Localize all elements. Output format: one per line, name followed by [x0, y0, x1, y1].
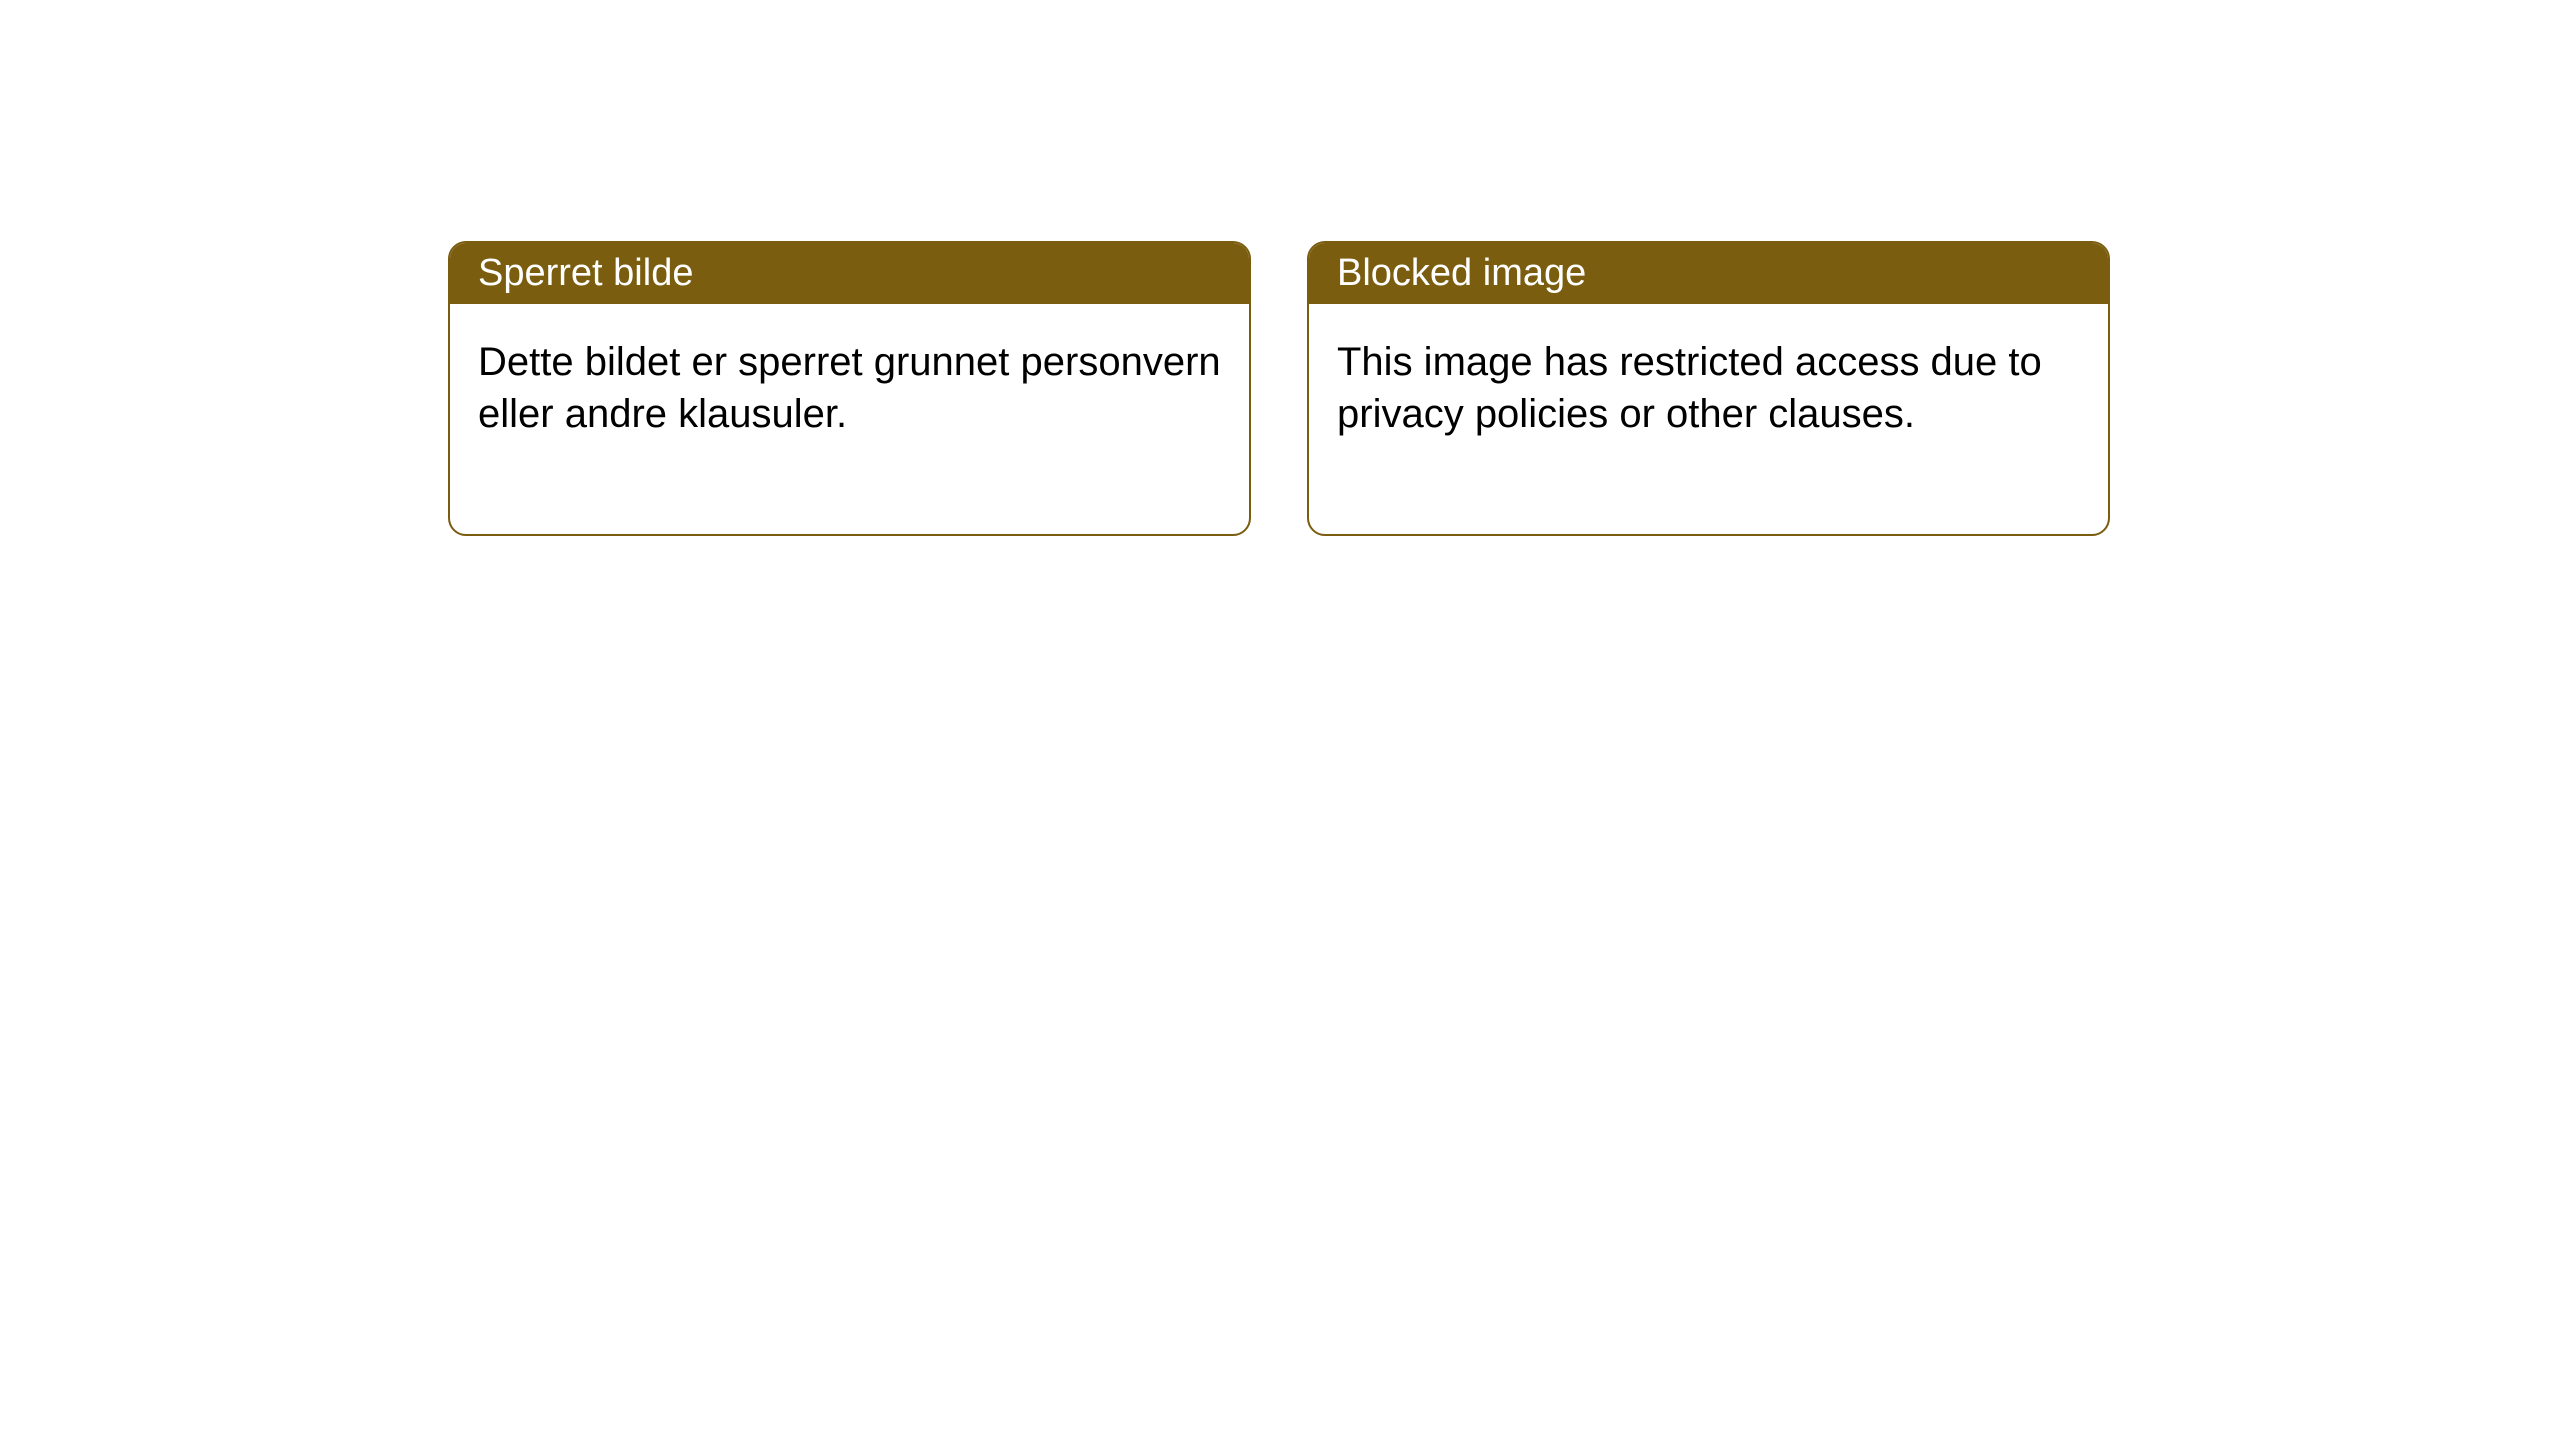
notice-body: Dette bildet er sperret grunnet personve…: [450, 304, 1249, 534]
notice-card-norwegian: Sperret bilde Dette bildet er sperret gr…: [448, 241, 1251, 536]
notice-card-english: Blocked image This image has restricted …: [1307, 241, 2110, 536]
notice-body: This image has restricted access due to …: [1309, 304, 2108, 534]
notice-container: Sperret bilde Dette bildet er sperret gr…: [0, 0, 2560, 536]
notice-title: Sperret bilde: [450, 243, 1249, 304]
notice-title: Blocked image: [1309, 243, 2108, 304]
